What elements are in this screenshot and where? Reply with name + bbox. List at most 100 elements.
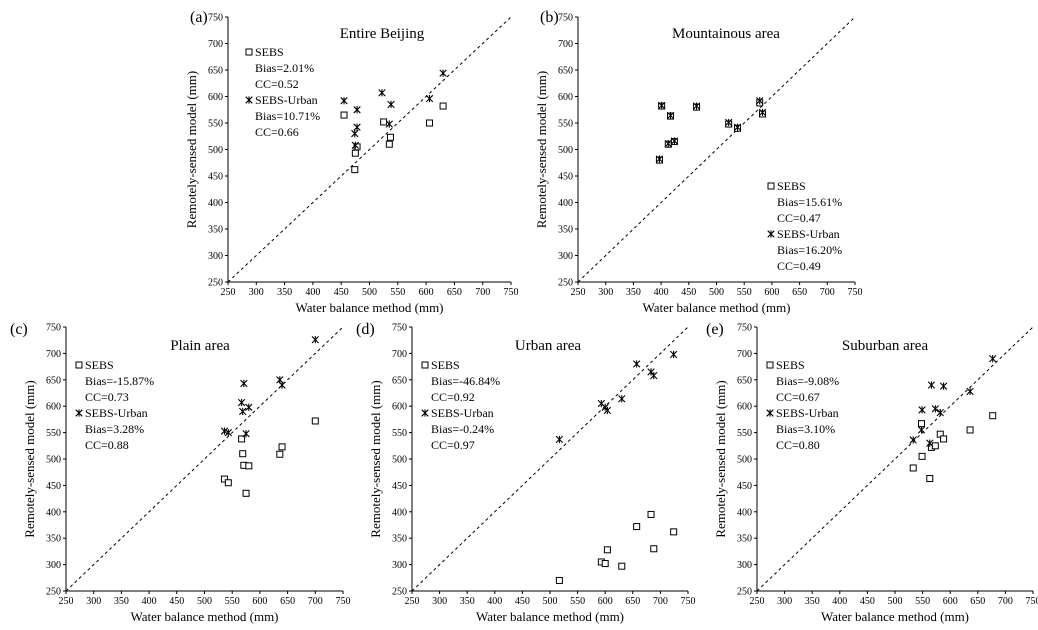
legend-series-name: SEBS xyxy=(431,358,460,372)
x-axis-label: Water balance method (mm) xyxy=(476,609,624,624)
y-tick-label: 700 xyxy=(737,349,752,360)
y-tick-label: 500 xyxy=(208,145,223,156)
legend-stat: Bias=2.01% xyxy=(255,61,314,75)
legend-series-name: SEBS-Urban xyxy=(255,93,318,107)
one-to-one-line xyxy=(227,16,512,283)
data-point-sebs-urban xyxy=(966,387,974,396)
x-tick-label: 650 xyxy=(280,596,295,607)
data-point-sebs-urban xyxy=(239,407,247,416)
legend-series-name: SEBS-Urban xyxy=(776,406,839,420)
y-axis-label: Remotely-sensed model (mm) xyxy=(22,380,37,537)
legend-stat: CC=0.97 xyxy=(431,438,475,452)
x-axis-label: Water balance method (mm) xyxy=(130,609,278,624)
x-tick-label: 500 xyxy=(362,287,377,298)
y-tick-label: 750 xyxy=(208,13,223,24)
x-tick-label: 450 xyxy=(515,596,530,607)
data-point-sebs xyxy=(940,435,948,443)
x-tick-label: 500 xyxy=(543,596,558,607)
y-tick-label: 650 xyxy=(392,375,407,386)
x-tick-label: 600 xyxy=(943,596,958,607)
x-tick-label: 650 xyxy=(970,596,985,607)
data-point-sebs-urban xyxy=(240,379,248,388)
y-tick-label: 550 xyxy=(558,119,573,130)
data-point-sebs xyxy=(380,118,388,126)
data-point-sebs xyxy=(220,475,228,483)
x-tick-label: 650 xyxy=(792,287,807,298)
data-point-sebs-urban xyxy=(351,141,360,149)
x-tick-label: 750 xyxy=(1026,596,1038,607)
legend-stat: CC=0.52 xyxy=(255,77,299,91)
x-tick-label: 750 xyxy=(336,596,351,607)
x-tick-label: 250 xyxy=(405,596,420,607)
data-point-sebs xyxy=(351,149,359,157)
legend-stat: Bias=3.28% xyxy=(85,422,144,436)
data-point-sebs-urban xyxy=(353,123,361,131)
y-tick-label: 250 xyxy=(558,278,573,289)
x-axis-label: Water balance method (mm) xyxy=(295,300,443,315)
y-tick-label: 350 xyxy=(737,534,752,545)
legend-stat: CC=0.88 xyxy=(85,438,129,452)
data-point-sebs-urban xyxy=(758,108,767,117)
x-tick-label: 250 xyxy=(59,596,74,607)
legend-stat: CC=0.80 xyxy=(776,438,820,452)
x-tick-label: 500 xyxy=(888,596,903,607)
data-point-sebs xyxy=(425,119,433,127)
data-point-sebs xyxy=(926,475,934,483)
x-tick-label: 350 xyxy=(626,287,641,298)
x-tick-label: 750 xyxy=(681,596,696,607)
y-tick-label: 700 xyxy=(558,39,573,50)
data-point-sebs-urban xyxy=(647,368,655,376)
data-point-sebs-urban xyxy=(989,354,997,363)
x-tick-label: 550 xyxy=(225,596,240,607)
x-tick-label: 550 xyxy=(390,287,405,298)
y-tick-label: 300 xyxy=(392,560,407,571)
legend-marker-sebs-urban xyxy=(421,409,429,417)
y-axis-label: Remotely-sensed model (mm) xyxy=(368,380,383,537)
y-tick-label: 700 xyxy=(208,39,223,50)
x-tick-label: 600 xyxy=(764,287,779,298)
y-tick-label: 300 xyxy=(558,251,573,262)
panel-label: (b) xyxy=(540,9,559,26)
y-tick-label: 550 xyxy=(737,428,752,439)
legend-series-name: SEBS xyxy=(85,358,114,372)
data-point-sebs-urban xyxy=(692,102,701,110)
data-point-sebs-urban xyxy=(555,435,564,444)
legend-series-name: SEBS-Urban xyxy=(431,406,494,420)
legend-marker-sebs-urban xyxy=(245,96,253,104)
data-point-sebs-urban xyxy=(242,429,250,438)
x-tick-label: 550 xyxy=(570,596,585,607)
y-tick-label: 550 xyxy=(392,428,407,439)
panel-label: (d) xyxy=(356,321,375,338)
data-point-sebs-urban xyxy=(927,381,936,389)
panel-label: (a) xyxy=(190,9,208,26)
x-tick-label: 400 xyxy=(142,596,157,607)
data-point-sebs xyxy=(917,420,925,428)
data-point-sebs-urban xyxy=(220,427,229,435)
data-point-sebs-urban xyxy=(939,382,948,390)
data-point-sebs xyxy=(647,510,655,518)
data-point-sebs xyxy=(439,102,447,110)
data-point-sebs xyxy=(386,133,394,141)
y-tick-label: 550 xyxy=(208,119,223,130)
y-tick-label: 250 xyxy=(392,587,407,598)
y-tick-label: 250 xyxy=(737,587,752,598)
y-tick-label: 450 xyxy=(558,172,573,183)
data-point-sebs xyxy=(909,464,917,472)
legend-stat: Bias=10.71% xyxy=(255,109,320,123)
y-tick-label: 500 xyxy=(737,455,752,466)
y-tick-label: 300 xyxy=(208,251,223,262)
x-tick-label: 700 xyxy=(998,596,1013,607)
y-tick-label: 400 xyxy=(208,198,223,209)
y-tick-label: 700 xyxy=(46,349,61,360)
data-point-sebs-urban xyxy=(724,118,733,127)
panel-label: (c) xyxy=(10,321,28,338)
x-tick-label: 450 xyxy=(334,287,349,298)
x-tick-label: 450 xyxy=(169,596,184,607)
x-tick-label: 500 xyxy=(197,596,212,607)
legend-marker-sebs xyxy=(75,361,83,369)
data-point-sebs-urban xyxy=(655,155,664,163)
x-tick-label: 300 xyxy=(598,287,613,298)
legend-stat: CC=0.47 xyxy=(777,211,821,225)
y-tick-label: 750 xyxy=(737,323,752,334)
data-point-sebs-urban xyxy=(926,439,934,447)
